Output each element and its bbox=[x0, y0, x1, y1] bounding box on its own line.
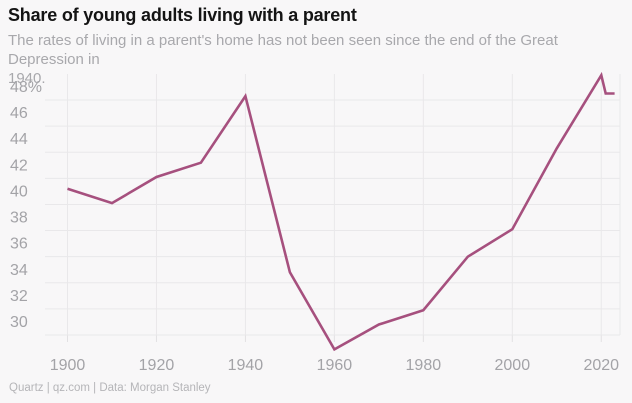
x-axis-label: 1900 bbox=[50, 357, 86, 374]
x-axis-label: 1980 bbox=[406, 357, 442, 374]
y-axis-label: 44 bbox=[10, 131, 28, 148]
y-axis-label: 48% bbox=[10, 79, 42, 96]
x-axis-label: 2000 bbox=[495, 357, 531, 374]
source-credit: Quartz | qz.com | Data: Morgan Stanley bbox=[9, 382, 211, 394]
y-axis-label: 34 bbox=[10, 262, 28, 279]
trend-line bbox=[67, 71, 615, 352]
x-axis-label: 1960 bbox=[317, 357, 353, 374]
x-axis-label: 1940 bbox=[228, 357, 264, 374]
chart-subtitle-line1: The rates of living in a parent's home h… bbox=[8, 32, 558, 68]
y-axis-label: 40 bbox=[10, 183, 28, 200]
chart-subtitle: The rates of living in a parent's home h… bbox=[8, 31, 632, 88]
y-axis-label: 32 bbox=[10, 288, 28, 305]
y-axis-label: 36 bbox=[10, 236, 28, 253]
x-axis-label: 1920 bbox=[139, 357, 175, 374]
y-axis-label: 42 bbox=[10, 157, 28, 174]
x-axis-label: 2020 bbox=[583, 357, 619, 374]
chart-title: Share of young adults living with a pare… bbox=[8, 5, 357, 25]
chart-subtitle-line2: 1940. bbox=[8, 70, 46, 87]
y-axis-label: 30 bbox=[10, 314, 28, 331]
y-axis-label: 38 bbox=[10, 210, 28, 227]
y-axis-label: 46 bbox=[10, 105, 28, 122]
